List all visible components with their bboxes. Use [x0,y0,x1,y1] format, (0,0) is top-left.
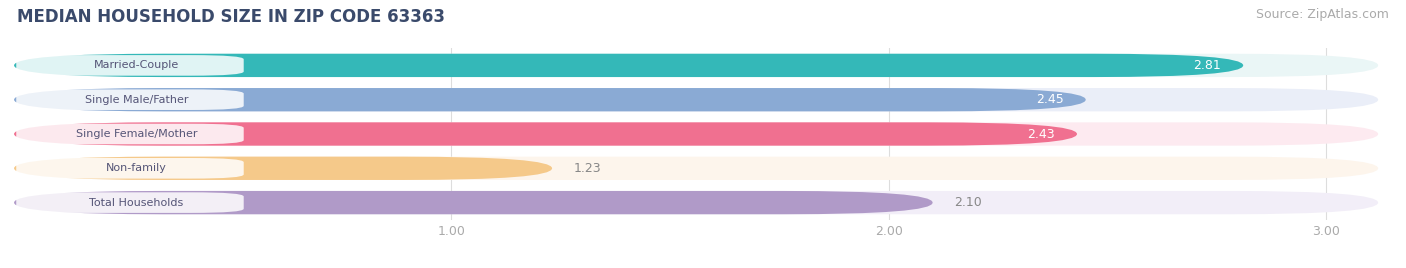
FancyBboxPatch shape [14,88,1378,111]
FancyBboxPatch shape [14,122,1077,146]
Text: Single Male/Father: Single Male/Father [84,95,188,105]
FancyBboxPatch shape [17,55,243,76]
FancyBboxPatch shape [14,88,1085,111]
Text: 2.10: 2.10 [955,196,983,209]
Text: 2.43: 2.43 [1028,128,1054,140]
Text: Non-family: Non-family [105,163,167,173]
FancyBboxPatch shape [14,122,1378,146]
FancyBboxPatch shape [17,90,243,110]
FancyBboxPatch shape [17,124,243,144]
Text: 1.23: 1.23 [574,162,602,175]
FancyBboxPatch shape [14,54,1243,77]
Text: 2.45: 2.45 [1036,93,1064,106]
FancyBboxPatch shape [17,192,243,213]
FancyBboxPatch shape [14,191,1378,214]
FancyBboxPatch shape [14,191,932,214]
Text: MEDIAN HOUSEHOLD SIZE IN ZIP CODE 63363: MEDIAN HOUSEHOLD SIZE IN ZIP CODE 63363 [17,8,444,26]
Text: 2.81: 2.81 [1194,59,1222,72]
Text: Single Female/Mother: Single Female/Mother [76,129,197,139]
FancyBboxPatch shape [17,158,243,178]
Text: Married-Couple: Married-Couple [94,60,179,70]
FancyBboxPatch shape [14,157,553,180]
Text: Source: ZipAtlas.com: Source: ZipAtlas.com [1256,8,1389,21]
FancyBboxPatch shape [14,157,1378,180]
Text: Total Households: Total Households [90,198,184,208]
FancyBboxPatch shape [14,54,1378,77]
